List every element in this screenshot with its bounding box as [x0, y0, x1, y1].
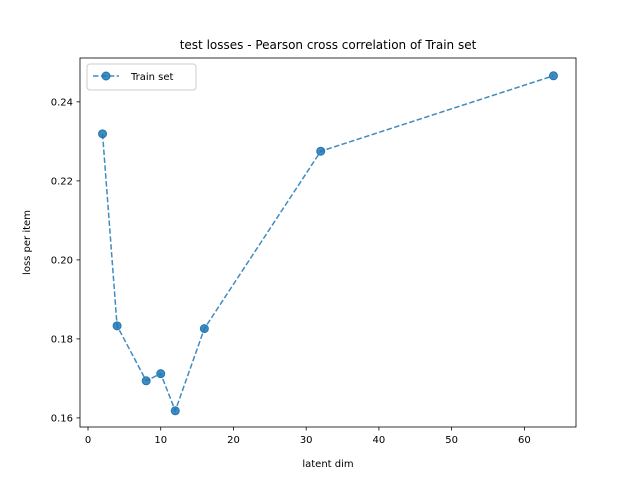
y-axis-label: loss per item — [22, 210, 33, 275]
data-point — [548, 71, 558, 81]
x-tick-label: 50 — [445, 435, 458, 446]
data-point — [199, 324, 209, 334]
legend-marker-swatch — [101, 71, 111, 81]
data-point — [316, 146, 326, 156]
x-axis-label: latent dim — [302, 459, 353, 470]
x-tick-label: 0 — [85, 435, 91, 446]
y-tick-label: 0.20 — [51, 255, 73, 266]
x-tick-label: 20 — [227, 435, 240, 446]
y-tick-label: 0.24 — [51, 97, 73, 108]
legend-label: Train set — [130, 72, 174, 83]
x-tick-label: 60 — [518, 435, 531, 446]
series-line-train-set — [101, 75, 554, 413]
data-point — [141, 376, 151, 386]
data-point — [98, 129, 108, 139]
plot-area — [80, 58, 576, 427]
data-point — [170, 406, 180, 416]
y-tick-label: 0.18 — [51, 334, 73, 345]
legend-box — [86, 63, 197, 91]
x-tick-label: 30 — [300, 435, 313, 446]
plot-frame — [79, 57, 577, 428]
y-tick-label: 0.22 — [51, 176, 73, 187]
data-point — [156, 369, 166, 379]
chart-title: test losses - Pearson cross correlation … — [180, 38, 477, 52]
y-tick-label: 0.16 — [51, 413, 73, 424]
x-tick-label: 40 — [373, 435, 386, 446]
x-tick-label: 10 — [154, 435, 167, 446]
legend: Train set — [86, 63, 197, 91]
data-point — [112, 321, 122, 331]
